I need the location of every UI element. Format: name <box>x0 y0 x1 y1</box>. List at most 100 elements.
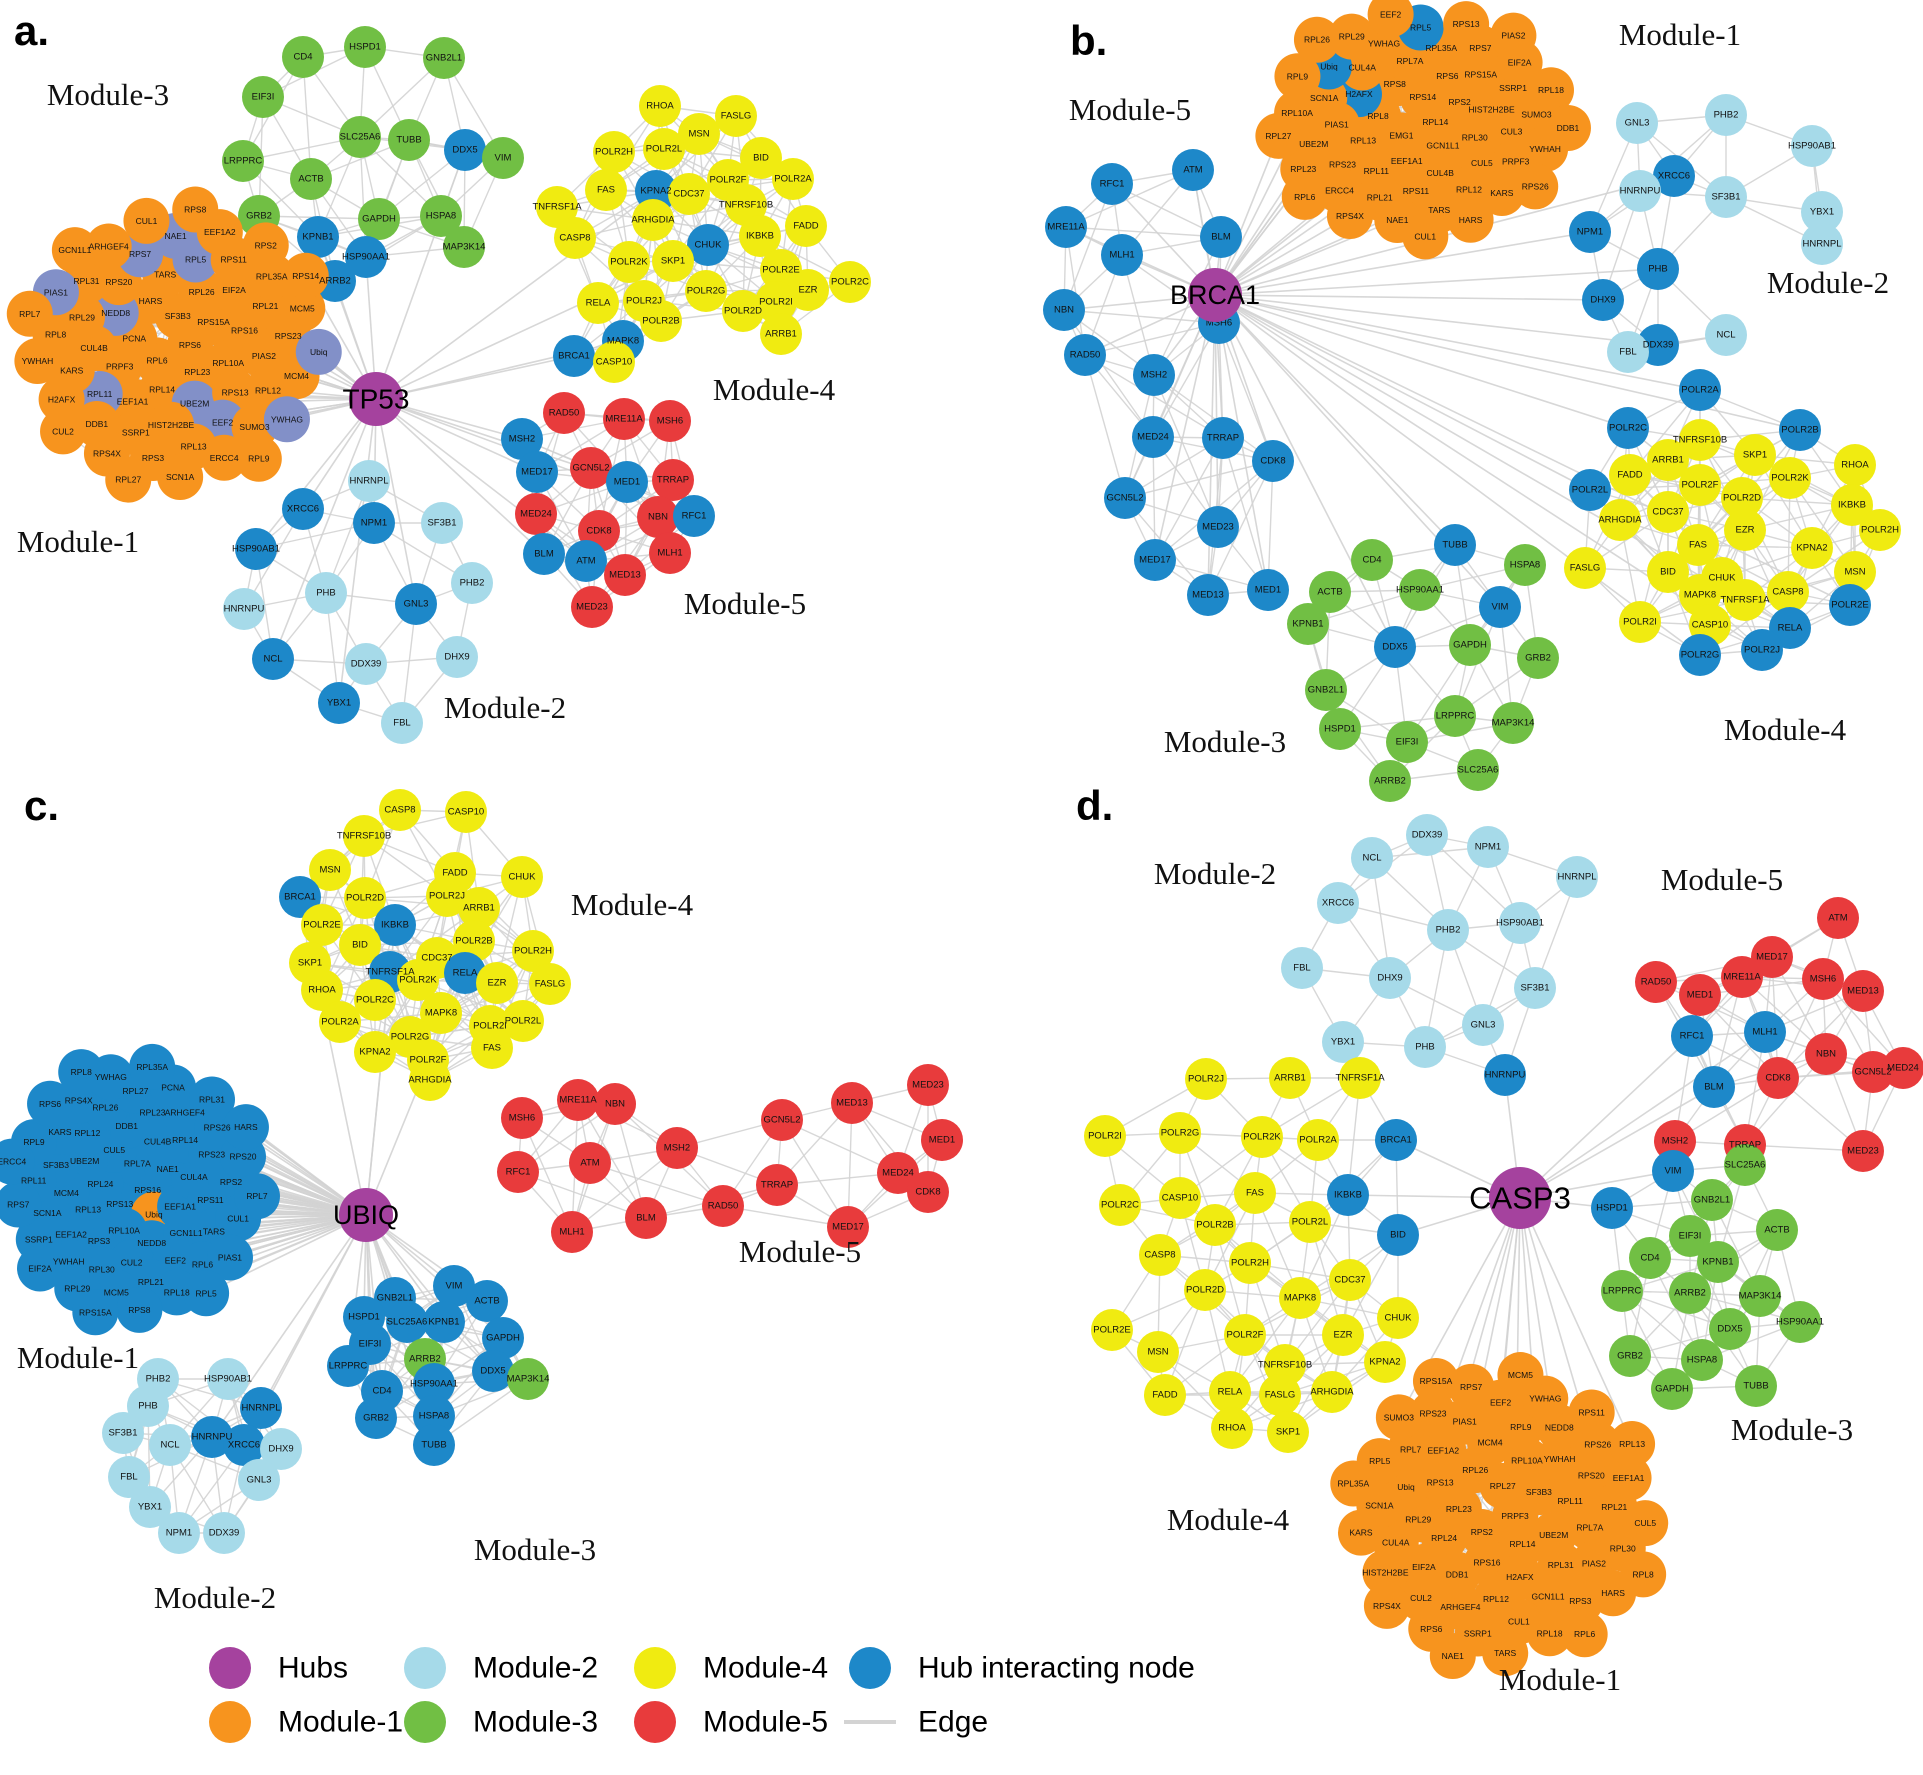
network-node <box>305 572 347 614</box>
node-label: RPS8 <box>1384 79 1406 89</box>
node-label: ARRB1 <box>765 329 797 340</box>
network-node <box>1652 1150 1694 1192</box>
hub-edge <box>1214 294 1801 431</box>
network-node <box>1139 1234 1181 1276</box>
network-node <box>1671 1015 1713 1057</box>
network-node <box>1159 1112 1201 1154</box>
node-label: LRPPRC <box>329 1361 368 1372</box>
network-node <box>409 1059 451 1101</box>
network-node <box>388 119 430 161</box>
node-label: GAPDH <box>1655 1384 1689 1395</box>
network-node <box>301 969 343 1011</box>
network-node <box>715 95 757 137</box>
network-node <box>188 1076 235 1123</box>
network-node <box>1099 1184 1141 1226</box>
node-label: RPS23 <box>275 331 302 341</box>
node-label: HNRNPL <box>349 476 388 487</box>
node-label: ERCC4 <box>1325 185 1354 195</box>
node-label: RPL27 <box>1490 1481 1516 1491</box>
node-label: EEF2 <box>1490 1398 1512 1408</box>
network-node <box>397 959 439 1001</box>
node-label: SLC25A6 <box>387 1317 428 1328</box>
node-label: RPS7 <box>1469 43 1491 53</box>
network-node <box>1705 94 1747 136</box>
node-label: PIAS1 <box>1453 1417 1477 1427</box>
node-label: KPNB1 <box>428 1317 459 1328</box>
node-label: CUL3 <box>1501 127 1523 137</box>
network-node <box>1629 1237 1671 1279</box>
network-node <box>345 236 387 278</box>
node-label: NBN <box>1816 1049 1836 1060</box>
node-label: EEF1A1 <box>164 1201 196 1211</box>
network-node <box>831 1082 873 1124</box>
network-node <box>1609 1421 1656 1468</box>
network-node <box>242 222 289 269</box>
node-label: CD4 <box>1640 1253 1659 1264</box>
network-node <box>1607 407 1649 449</box>
node-label: RPL10A <box>108 1226 140 1236</box>
network-node <box>1724 509 1766 551</box>
network-node <box>1526 1610 1573 1657</box>
network-node <box>420 195 462 237</box>
node-label: RPS6 <box>1436 71 1458 81</box>
hub-edge <box>375 355 575 400</box>
node-label: POLR2E <box>1093 1325 1131 1336</box>
node-label: HSP90AA1 <box>342 252 390 263</box>
legend-label: Module-5 <box>703 1706 828 1739</box>
node-label: PIAS1 <box>44 287 68 297</box>
node-label: HIST2H2BE <box>148 420 195 430</box>
node-label: BID <box>1660 567 1676 578</box>
network-node <box>702 1185 744 1227</box>
edge <box>1063 309 1220 324</box>
node-label: MCM4 <box>54 1188 79 1198</box>
node-label: PHB2 <box>1436 925 1461 936</box>
node-label: BID <box>753 153 769 164</box>
network-node <box>1322 1021 1364 1063</box>
edge <box>571 1147 678 1233</box>
node-label: RPL9 <box>248 454 270 464</box>
node-label: MED13 <box>836 1098 868 1109</box>
hub-edge <box>375 190 657 400</box>
node-label: YBX1 <box>327 698 351 709</box>
node-label: MSH6 <box>1810 974 1836 985</box>
node-label: HIST2H2BE <box>1468 105 1515 115</box>
node-label: POLR2D <box>724 306 762 317</box>
node-label: MED23 <box>1847 1146 1879 1157</box>
network-node <box>421 502 463 544</box>
node-label: NAE1 <box>1442 1651 1464 1661</box>
node-label: MED23 <box>912 1080 944 1091</box>
node-label: RPS16 <box>231 326 258 336</box>
network-node <box>512 930 554 972</box>
node-label: POLR2C <box>1609 423 1647 434</box>
node-label: RPL21 <box>1601 1502 1627 1512</box>
node-label: YWHAH <box>53 1257 85 1267</box>
node-label: BRCA1 <box>558 351 590 362</box>
node-label: NPM1 <box>1475 842 1501 853</box>
network-node <box>1492 702 1534 744</box>
node-label: RPS11 <box>221 255 248 265</box>
edge <box>1153 236 1222 376</box>
node-label: RPL21 <box>252 301 278 311</box>
node-label: RPS4X <box>1336 211 1364 221</box>
node-label: POLR2J <box>626 296 662 307</box>
node-label: POLR2J <box>1744 645 1780 656</box>
node-label: DDX5 <box>1717 1324 1742 1335</box>
network-node <box>354 1031 396 1073</box>
network-node <box>1289 1201 1331 1243</box>
node-label: RPL27 <box>115 475 141 485</box>
node-label: ARHGEF4 <box>165 1108 205 1118</box>
network-node <box>129 1486 171 1528</box>
hub-edge <box>255 398 377 550</box>
network-node <box>829 261 871 303</box>
network-node <box>1202 417 1244 459</box>
module-label: Module-4 <box>1167 1502 1290 1537</box>
node-label: CUL1 <box>1508 1617 1530 1627</box>
node-label: RPL31 <box>74 276 100 286</box>
node-label: RPS4X <box>1373 1601 1401 1611</box>
network-node <box>238 1459 280 1501</box>
node-label: RPL7A <box>1576 1523 1603 1533</box>
network-node <box>507 1358 549 1400</box>
node-label: RAD50 <box>549 408 580 419</box>
network-node <box>1377 1297 1419 1339</box>
